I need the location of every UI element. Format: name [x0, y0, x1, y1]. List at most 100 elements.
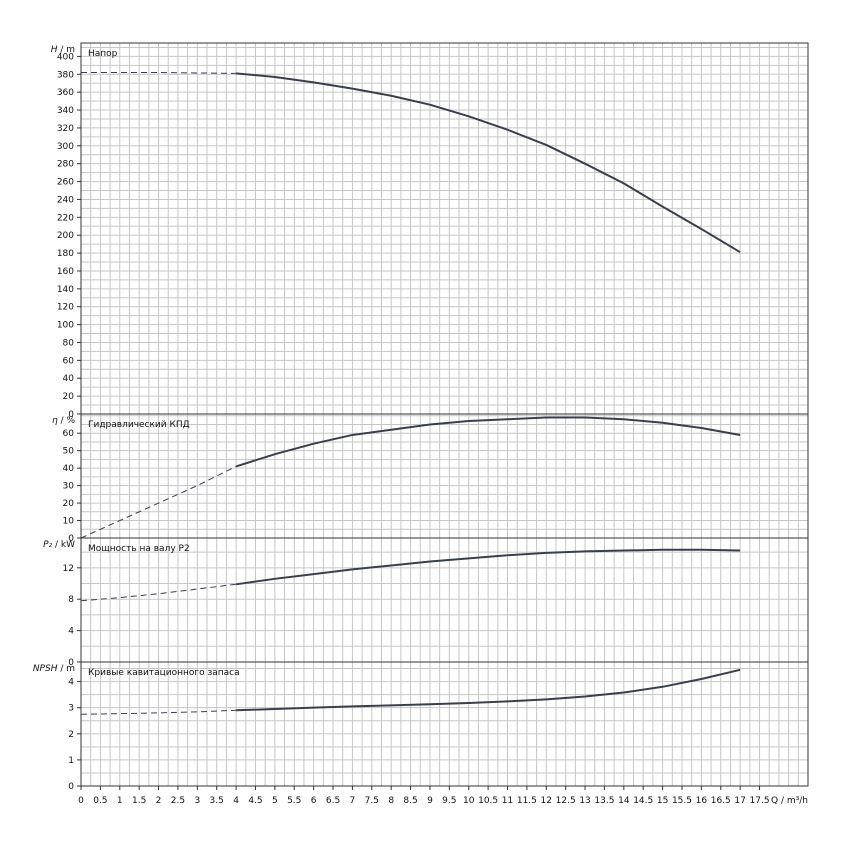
x-tick-label: 9 — [427, 796, 433, 806]
x-tick-label: 6.5 — [326, 796, 340, 806]
curve-series — [236, 72, 741, 254]
y-axis-label: H / m — [51, 45, 75, 55]
y-tick-label: 200 — [57, 231, 74, 241]
x-tick-label: 1.5 — [132, 796, 146, 806]
panel-title: Кривые кавитационного запаса — [88, 668, 240, 678]
x-tick-label: 17 — [734, 796, 745, 806]
y-tick-label: 140 — [57, 285, 74, 295]
y-tick-label: 4 — [68, 678, 74, 688]
curve-extrapolated — [81, 72, 237, 74]
y-tick-label: 0 — [68, 410, 74, 420]
y-tick-label: 8 — [68, 595, 74, 605]
y-tick-label: 340 — [57, 106, 74, 116]
curve-extrapolated — [80, 465, 237, 539]
y-tick-label: 12 — [63, 564, 74, 574]
panel-1: 0 20 40 60 80 100 120 140 160 180 200 220 240 260 280 3… — [51, 42, 809, 420]
curve-series — [235, 416, 741, 468]
y-tick-label: 180 — [57, 249, 74, 259]
panel-title: Гидравлический КПД — [88, 420, 190, 430]
panel-title: Напор — [88, 49, 118, 59]
x-tick-label: 12.5 — [556, 796, 576, 806]
panel-title: Мощность на валу P2 — [88, 544, 190, 554]
y-axis-label: P₂ / kW — [43, 540, 75, 550]
x-tick-label: 4 — [233, 796, 239, 806]
x-tick-label: 3.5 — [210, 796, 224, 806]
y-axis-unit: / m — [57, 664, 75, 674]
y-tick-label: 0 — [68, 534, 74, 544]
x-tick-label: 11 — [502, 796, 513, 806]
y-axis-symbol: H — [51, 45, 58, 55]
x-tick-label: 0 — [78, 796, 84, 806]
x-tick-label: 9.5 — [442, 796, 456, 806]
x-tick-label: 5.5 — [287, 796, 301, 806]
y-tick-label: 60 — [63, 429, 75, 439]
y-tick-label: 60 — [63, 356, 75, 366]
x-tick-label: 16 — [696, 796, 708, 806]
x-tick-label: 12 — [541, 796, 552, 806]
y-tick-label: 160 — [57, 267, 74, 277]
curve-series — [235, 548, 741, 586]
panel-4: 0 1 2 3 4 NPSH / m Кривые кавитационного запас… — [33, 661, 809, 792]
x-tick-label: 1 — [117, 796, 123, 806]
y-tick-label: 2 — [68, 730, 74, 740]
panel-frame — [80, 413, 809, 539]
y-tick-label: 20 — [63, 499, 75, 509]
x-tick-label: 4.5 — [248, 796, 262, 806]
panel-3: 0 4 8 12 P₂ / kW Мощность на валу P2 — [43, 537, 809, 668]
y-tick-label: 1 — [68, 756, 74, 766]
y-tick-label: 220 — [57, 213, 74, 223]
x-axis-label: Q / m³/h — [771, 796, 808, 806]
x-tick-label: 7 — [350, 796, 356, 806]
y-axis-unit: / % — [58, 416, 76, 426]
y-axis-symbol: NPSH — [33, 664, 58, 674]
y-tick-label: 20 — [63, 392, 75, 402]
panel-2: 0 10 20 30 40 50 60 η / % Гидравлический КПД — [52, 413, 809, 544]
x-tick-label: 10 — [463, 796, 475, 806]
curve-series — [236, 668, 741, 712]
y-tick-label: 320 — [57, 124, 74, 134]
curve-extrapolated — [80, 709, 237, 715]
y-tick-label: 4 — [68, 627, 74, 637]
x-tick-label: 8.5 — [403, 796, 417, 806]
panel-frame — [80, 537, 809, 663]
x-tick-label: 17.5 — [750, 796, 770, 806]
curve-extrapolated — [80, 583, 237, 602]
y-tick-label: 120 — [57, 303, 74, 313]
y-tick-label: 260 — [57, 178, 74, 188]
x-tick-label: 6 — [311, 796, 317, 806]
y-tick-label: 3 — [68, 704, 74, 714]
y-axis-label: NPSH / m — [33, 664, 75, 674]
y-tick-label: 0 — [68, 782, 74, 792]
y-tick-label: 40 — [63, 464, 75, 474]
y-tick-label: 100 — [57, 321, 74, 331]
x-tick-label: 2.5 — [171, 796, 185, 806]
panel-frame — [80, 661, 809, 787]
y-tick-label: 300 — [57, 142, 74, 152]
x-tick-label: 3 — [194, 796, 200, 806]
x-tick-label: 15 — [657, 796, 668, 806]
y-tick-label: 360 — [57, 88, 74, 98]
y-tick-label: 50 — [63, 447, 75, 457]
x-tick-label: 0.5 — [93, 796, 107, 806]
y-tick-label: 10 — [63, 517, 75, 527]
x-tick-label: 16.5 — [711, 796, 731, 806]
y-tick-label: 400 — [57, 52, 74, 62]
y-axis-symbol: P₂ — [43, 540, 52, 550]
y-tick-label: 380 — [57, 70, 74, 80]
y-axis-symbol: η — [52, 416, 58, 426]
y-tick-label: 40 — [63, 374, 75, 384]
x-tick-label: 14 — [618, 796, 630, 806]
y-axis-unit: / m — [57, 45, 75, 55]
x-tick-label: 11.5 — [517, 796, 537, 806]
x-tick-label: 5 — [272, 796, 278, 806]
y-tick-label: 30 — [63, 482, 75, 492]
x-tick-label: 7.5 — [365, 796, 379, 806]
y-tick-label: 80 — [63, 338, 75, 348]
x-tick-label: 13 — [579, 796, 590, 806]
y-tick-label: 0 — [68, 658, 74, 668]
x-tick-label: 14.5 — [633, 796, 653, 806]
x-tick-label: 8 — [388, 796, 394, 806]
x-tick-label: 15.5 — [672, 796, 692, 806]
y-tick-label: 240 — [57, 195, 74, 205]
